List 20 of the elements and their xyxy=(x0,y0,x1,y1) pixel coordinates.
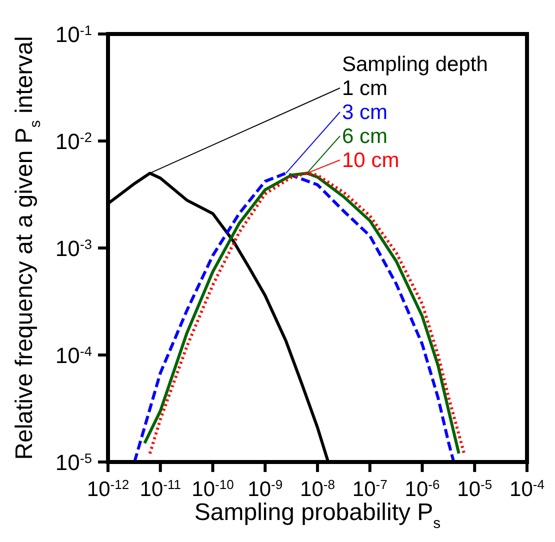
x-tick-label: 10$^{-9}$ xyxy=(248,476,283,501)
x-tick-label: 10$^{-5}$ xyxy=(457,476,492,501)
y-tick-label: 10$^{-4}$ xyxy=(55,343,92,368)
legend-title: Sampling depth xyxy=(342,53,488,76)
y-tick-label: 10$^{-3}$ xyxy=(55,236,92,261)
y-tick-label: 10$^{-5}$ xyxy=(55,450,92,475)
x-tick-label: 10$^{-6}$ xyxy=(404,476,440,501)
x-tick-label: 10$^{-12}$ xyxy=(86,476,130,501)
x-tick-label: 10$^{-11}$ xyxy=(140,476,181,501)
x-tick-label: 10$^{-10}$ xyxy=(192,476,234,501)
x-tick-label: 10$^{-8}$ xyxy=(300,476,335,501)
x-tick-label: 10$^{-4}$ xyxy=(510,476,544,501)
y-tick-label: 10$^{-2}$ xyxy=(55,129,92,154)
x-axis-title: Sampling probability P$_{s}$ xyxy=(194,499,441,532)
text: 1 cm xyxy=(342,77,388,100)
text: 3 cm xyxy=(342,101,388,124)
x-tick-label: 10$^{-7}$ xyxy=(352,476,388,501)
y-tick-label: 10$^{-1}$ xyxy=(55,22,92,47)
series-label: 6 cm xyxy=(342,125,388,148)
legend-label: 10 cm xyxy=(342,149,400,172)
